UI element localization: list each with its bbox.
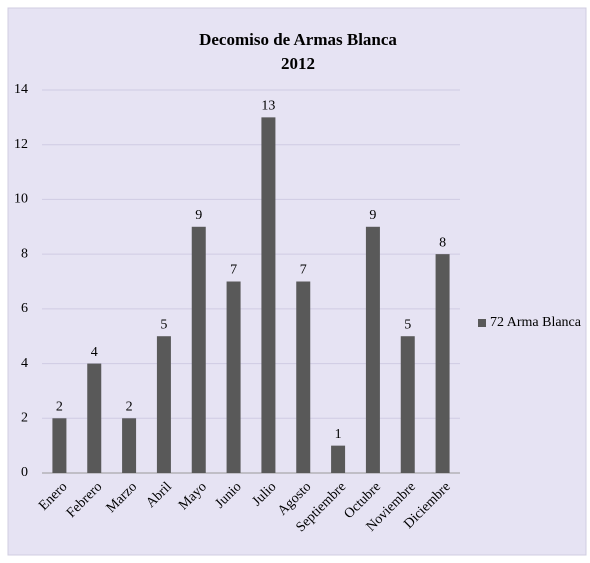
data-label: 8 xyxy=(439,235,446,250)
bar xyxy=(191,226,206,473)
data-label: 9 xyxy=(369,208,376,223)
data-label: 7 xyxy=(230,263,237,278)
y-tick-label: 10 xyxy=(14,192,28,207)
chart-subtitle: 2012 xyxy=(281,54,315,73)
legend-label: 72 Arma Blanca xyxy=(490,315,582,330)
legend-swatch xyxy=(478,319,486,327)
data-label: 5 xyxy=(160,317,167,332)
data-label: 1 xyxy=(335,427,342,442)
y-tick-label: 14 xyxy=(14,82,28,97)
y-tick-label: 12 xyxy=(14,137,28,152)
y-tick-label: 2 xyxy=(21,411,28,426)
data-label: 2 xyxy=(56,400,63,415)
y-tick-label: 4 xyxy=(21,356,28,371)
data-label: 7 xyxy=(300,263,307,278)
data-label: 5 xyxy=(404,317,411,332)
bar xyxy=(226,281,241,473)
data-label: 9 xyxy=(195,208,202,223)
bar xyxy=(435,254,450,473)
data-label: 4 xyxy=(91,345,98,360)
chart-title: Decomiso de Armas Blanca xyxy=(199,30,397,49)
bar xyxy=(400,336,415,473)
bar xyxy=(122,418,137,473)
y-tick-label: 8 xyxy=(21,246,28,261)
y-tick-label: 6 xyxy=(21,301,28,316)
y-tick-label: 0 xyxy=(21,465,28,480)
bar xyxy=(156,336,171,473)
bar xyxy=(261,117,276,473)
data-label: 13 xyxy=(261,99,275,114)
bar xyxy=(296,281,311,473)
bar xyxy=(365,226,380,473)
bar xyxy=(52,418,67,473)
data-label: 2 xyxy=(126,400,133,415)
bar xyxy=(87,363,102,473)
bar xyxy=(331,445,346,473)
